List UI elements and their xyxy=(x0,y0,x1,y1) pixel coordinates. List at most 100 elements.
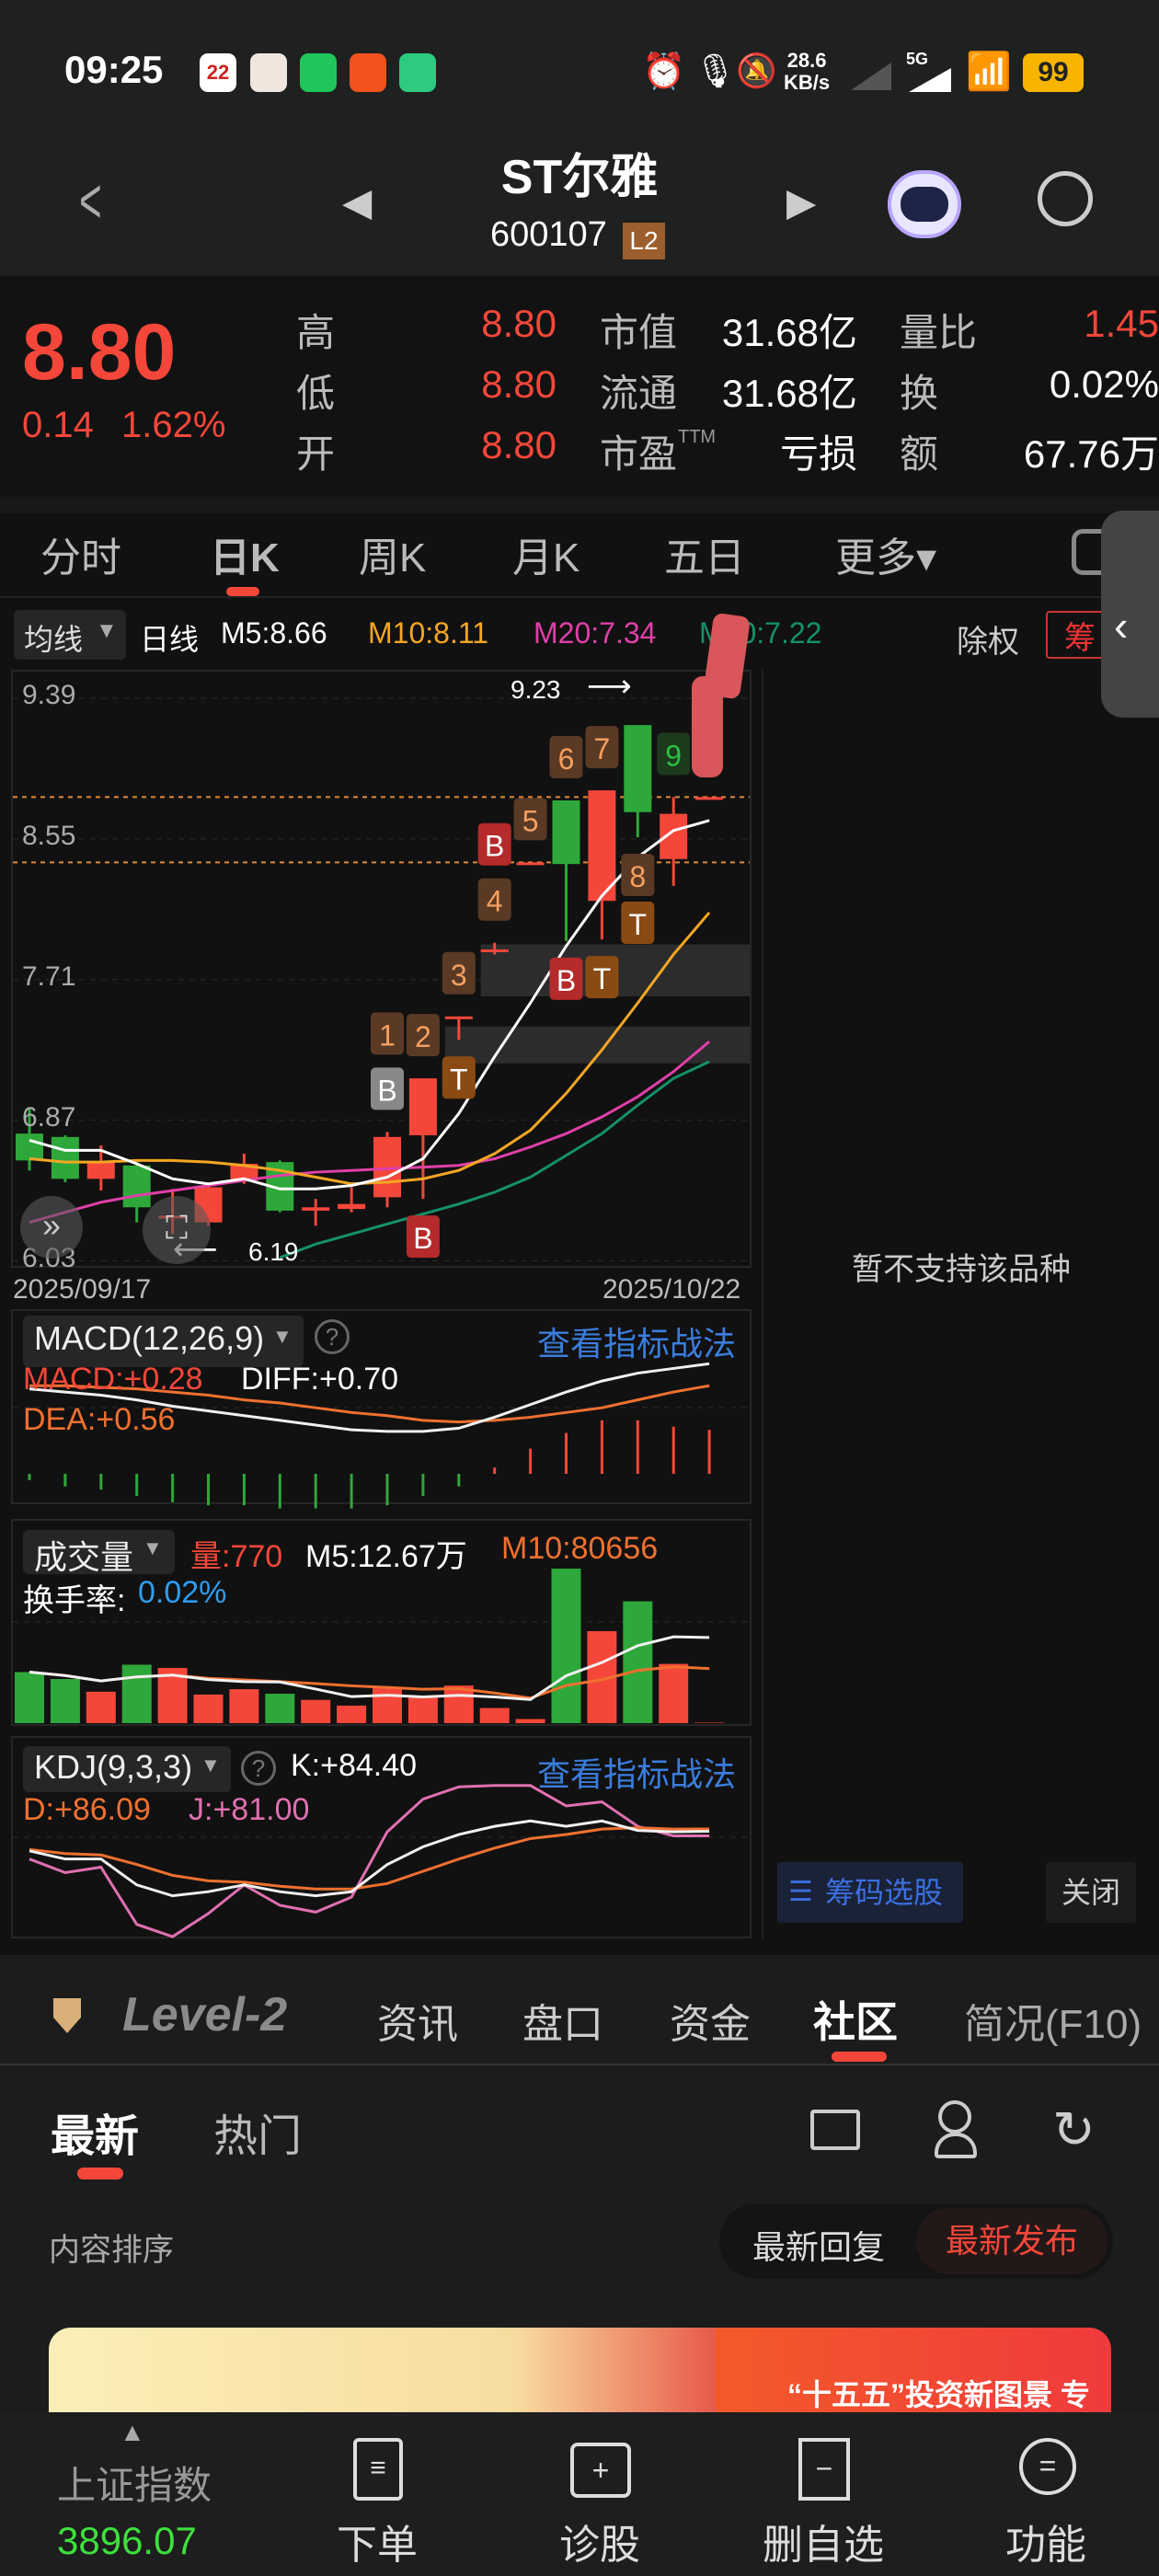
sort-latest-post[interactable]: 最新发布 xyxy=(916,2208,1107,2274)
active-tab-indicator xyxy=(77,2168,123,2179)
top-background xyxy=(0,0,1159,276)
divider xyxy=(0,497,1159,513)
network-type: 5G xyxy=(906,50,929,68)
d-value: D:+86.09 xyxy=(23,1792,151,1827)
sort-label: 内容排序 xyxy=(49,2233,174,2268)
menu-icon: = xyxy=(1019,2438,1076,2495)
quote-value: 8.80 xyxy=(481,362,557,406)
macd-selector[interactable] xyxy=(23,1316,304,1367)
promo-banner-right[interactable]: “十五五”投资新图景 专 xyxy=(716,2328,1111,2412)
tab-monthly-k[interactable]: 月K xyxy=(512,535,580,581)
stock-title: ST尔雅 xyxy=(500,151,659,204)
active-tab-indicator xyxy=(832,2052,887,2062)
chips-select-button[interactable]: ☰ 筹码选股 xyxy=(777,1862,963,1923)
quote-value: 8.80 xyxy=(481,423,557,466)
max-arrow-icon: ⟶ xyxy=(587,669,632,704)
order-icon: ≡ xyxy=(353,2438,403,2501)
back-button[interactable]: < xyxy=(79,165,102,236)
fullscreen-button[interactable]: ⛶ xyxy=(143,1196,211,1264)
level2-badge: L2 xyxy=(623,223,665,259)
tab-profile-f10[interactable]: 简况(F10) xyxy=(964,2002,1142,2047)
ma-selector[interactable] xyxy=(14,610,126,660)
start-date-label: 2025/09/17 xyxy=(13,1274,152,1305)
ma20-value: M20:7.34 xyxy=(534,616,657,650)
prev-stock-button[interactable]: ◀ xyxy=(342,180,373,224)
net-speed: 28.6 xyxy=(786,49,827,72)
bell-muted-icon: 🔕 xyxy=(736,52,777,89)
dea-value: DEA:+0.56 xyxy=(23,1402,176,1437)
level2-tab[interactable]: Level-2 xyxy=(122,1988,288,2041)
y-axis-tick-label: 9.39 xyxy=(22,680,76,710)
tab-community[interactable]: 社区 xyxy=(813,1998,898,2046)
tab-intraday[interactable]: 分时 xyxy=(40,535,121,581)
dropdown-caret-icon: ▼ xyxy=(272,1325,293,1348)
wechat-app-icon xyxy=(300,53,337,92)
quote-panel xyxy=(0,276,1159,497)
tab-fund-flow[interactable]: 资金 xyxy=(670,2002,751,2047)
diagnose-icon: + xyxy=(570,2443,631,2498)
k-value: K:+84.40 xyxy=(291,1748,418,1783)
next-stock-button[interactable]: ▶ xyxy=(786,180,817,224)
stock-code: 600107 xyxy=(490,215,607,254)
indicator-strategy-link[interactable]: 查看指标战法 xyxy=(537,1325,737,1363)
diff-value: DIFF:+0.70 xyxy=(241,1362,399,1397)
y-axis-tick-label: 8.55 xyxy=(22,820,76,851)
macd-panel[interactable] xyxy=(11,1309,752,1504)
tab-more[interactable]: 更多▾ xyxy=(835,535,937,581)
help-icon[interactable]: ? xyxy=(315,1319,350,1354)
indicator-strategy-link[interactable]: 查看指标战法 xyxy=(537,1755,737,1793)
close-chips-button[interactable]: 关闭 xyxy=(1046,1862,1136,1923)
help-icon[interactable]: ? xyxy=(241,1751,276,1786)
tab-daily-k[interactable]: 日K xyxy=(210,535,280,581)
kdj-title: KDJ(9,3,3) xyxy=(34,1748,193,1786)
promo-banner-left[interactable] xyxy=(49,2328,716,2415)
macd-value: MACD:+0.28 xyxy=(23,1362,203,1397)
quote-label: 市盈 xyxy=(600,432,678,476)
ma-selector-label: 均线 xyxy=(24,623,84,656)
y-axis-tick-label: 7.71 xyxy=(22,960,76,992)
tab-hot[interactable]: 热门 xyxy=(213,2112,303,2161)
expand-left-button[interactable]: » xyxy=(20,1196,83,1259)
search-button[interactable] xyxy=(1038,171,1093,226)
tab-weekly-k[interactable]: 周K xyxy=(359,535,427,581)
list-icon: ☰ xyxy=(788,1877,813,1907)
refresh-icon[interactable]: ↻ xyxy=(1052,2100,1096,2158)
tab-five-day[interactable]: 五日 xyxy=(664,535,745,581)
kline-panel[interactable] xyxy=(11,670,752,1268)
user-icon[interactable] xyxy=(938,2100,971,2133)
j-value: J:+81.00 xyxy=(189,1792,310,1827)
quote-label: 低 xyxy=(296,372,336,415)
tab-news[interactable]: 资讯 xyxy=(377,2002,458,2047)
collapse-panel-handle[interactable]: ‹ xyxy=(1101,511,1159,718)
nav-remove-watchlist[interactable]: 删自选 xyxy=(763,2523,884,2568)
volume-title: 成交量 xyxy=(34,1538,134,1576)
nav-order[interactable]: 下单 xyxy=(337,2523,418,2568)
assistant-robot-button[interactable] xyxy=(888,170,961,238)
chips-select-label: 筹码选股 xyxy=(825,1876,944,1909)
price-change-pct: 1.62% xyxy=(121,405,226,445)
feishu-app-icon xyxy=(350,53,386,92)
index-name[interactable]: 上证指数 xyxy=(57,2464,212,2507)
remove-watchlist-icon: − xyxy=(798,2438,850,2501)
nav-diagnose[interactable]: 诊股 xyxy=(559,2523,640,2568)
mail-icon[interactable] xyxy=(810,2110,860,2150)
max-price-label: 9.23 xyxy=(511,675,561,704)
battery-indicator: 99 xyxy=(1023,53,1084,92)
volume-selector[interactable] xyxy=(23,1530,175,1574)
quote-label: 换 xyxy=(900,372,939,415)
tab-latest[interactable]: 最新 xyxy=(51,2112,140,2161)
chips-panel-divider xyxy=(762,670,763,1939)
wifi-icon: 📶 xyxy=(966,52,1012,92)
tab-order-book[interactable]: 盘口 xyxy=(522,2002,603,2047)
sort-latest-reply[interactable]: 最新回复 xyxy=(752,2228,886,2266)
kdj-selector[interactable] xyxy=(23,1746,231,1792)
quote-label: 开 xyxy=(296,432,336,476)
turnover-value: 0.02% xyxy=(138,1575,227,1610)
quote-value: 31.68亿 xyxy=(721,372,857,415)
net-unit: KB/s xyxy=(784,71,831,94)
divider xyxy=(0,596,1159,598)
expand-up-icon[interactable]: ▲ xyxy=(120,2418,145,2446)
ex-rights-toggle[interactable]: 除权 xyxy=(957,625,1019,660)
volume-panel[interactable] xyxy=(11,1519,752,1726)
nav-functions[interactable]: 功能 xyxy=(1005,2523,1086,2568)
